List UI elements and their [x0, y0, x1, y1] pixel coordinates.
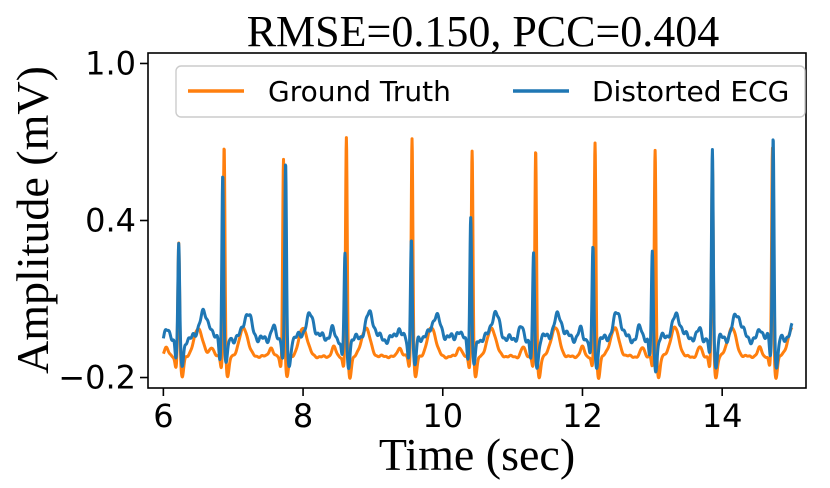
plot-series: [161, 136, 794, 380]
x-axis-label: Time (sec): [379, 429, 575, 480]
x-tick-label: 14: [702, 397, 743, 435]
y-tick-label: 1.0: [85, 44, 136, 82]
x-tick-label: 10: [422, 397, 463, 435]
x-tick-label: 12: [562, 397, 603, 435]
legend: Ground Truth Distorted ECG: [175, 65, 806, 118]
legend-label-distorted-ecg: Distorted ECG: [592, 75, 789, 108]
legend-box: [175, 65, 806, 118]
y-tick-label: −0.2: [58, 359, 136, 397]
x-tick-label: 8: [293, 397, 313, 435]
y-tick-label: 0.4: [85, 202, 136, 240]
series-line-ground-truth: [162, 136, 794, 380]
axis-ticks: 6 8 10 12 14 −0.2 0.4 1.0: [58, 44, 742, 435]
series-line-distorted-ecg: [161, 138, 794, 374]
chart-title: RMSE=0.150, PCC=0.404: [247, 7, 720, 56]
x-tick-label: 6: [153, 397, 173, 435]
legend-label-ground-truth: Ground Truth: [268, 75, 451, 108]
y-axis-label: Amplitude (mV): [7, 66, 58, 374]
